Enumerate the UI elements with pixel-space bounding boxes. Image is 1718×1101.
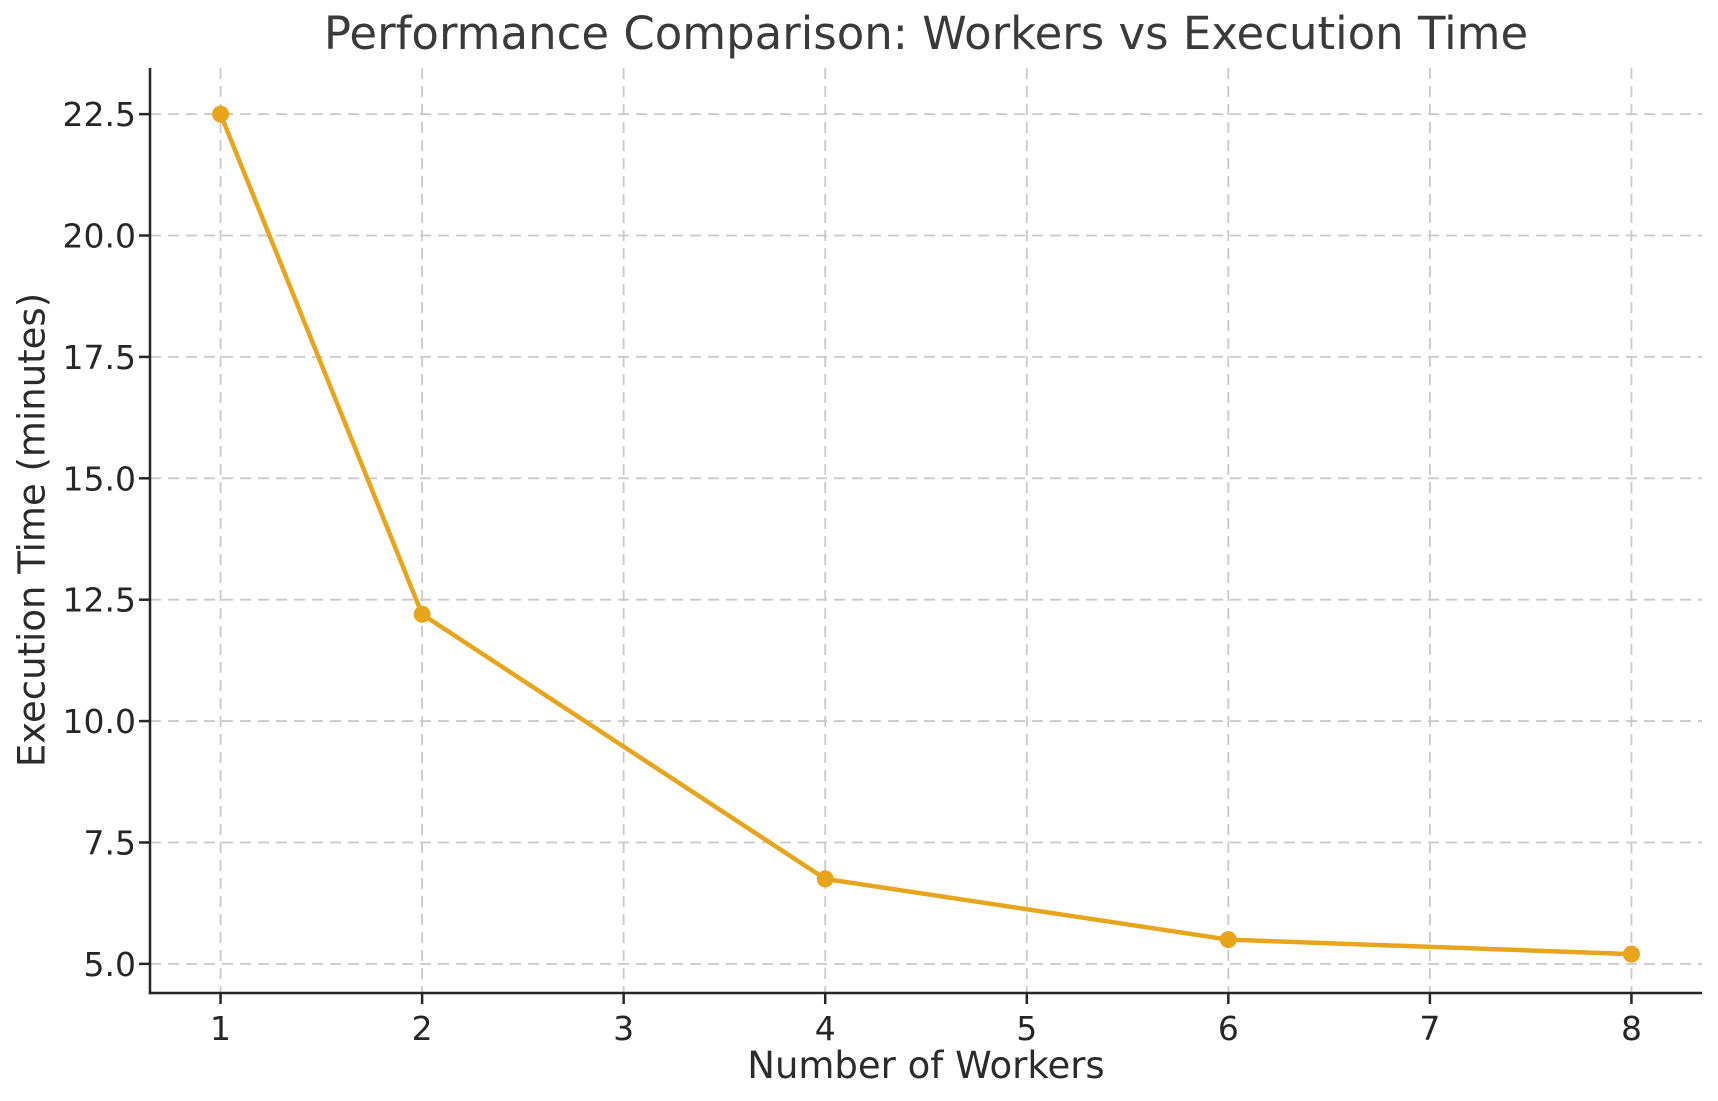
- data-point-marker: [413, 605, 431, 623]
- x-tick-label: 3: [613, 1009, 634, 1048]
- x-axis-label: Number of Workers: [747, 1044, 1105, 1087]
- y-tick-label: 5.0: [84, 945, 136, 984]
- y-tick-label: 7.5: [84, 823, 136, 862]
- x-tick-label: 5: [1016, 1009, 1037, 1048]
- data-point-marker: [212, 105, 230, 123]
- y-tick-label: 22.5: [63, 95, 136, 134]
- x-tick-label: 8: [1621, 1009, 1642, 1048]
- y-tick-label: 20.0: [63, 217, 136, 256]
- data-point-marker: [1219, 931, 1237, 949]
- y-tick-label: 17.5: [63, 338, 136, 377]
- x-tick-label: 4: [815, 1009, 836, 1048]
- x-tick-label: 7: [1419, 1009, 1440, 1048]
- x-tick-label: 2: [412, 1009, 433, 1048]
- y-axis-label: Execution Time (minutes): [10, 292, 54, 768]
- series-line: [218, 111, 1634, 957]
- data-point-marker: [1622, 945, 1640, 963]
- y-tick-label: 15.0: [63, 459, 136, 498]
- x-tick-label: 1: [210, 1009, 231, 1048]
- y-tick-label: 12.5: [63, 581, 136, 620]
- x-tick-label: 6: [1218, 1009, 1239, 1048]
- y-tick-label: 10.0: [63, 702, 136, 741]
- chart-title: Performance Comparison: Workers vs Execu…: [323, 7, 1529, 60]
- data-point-marker: [816, 870, 834, 888]
